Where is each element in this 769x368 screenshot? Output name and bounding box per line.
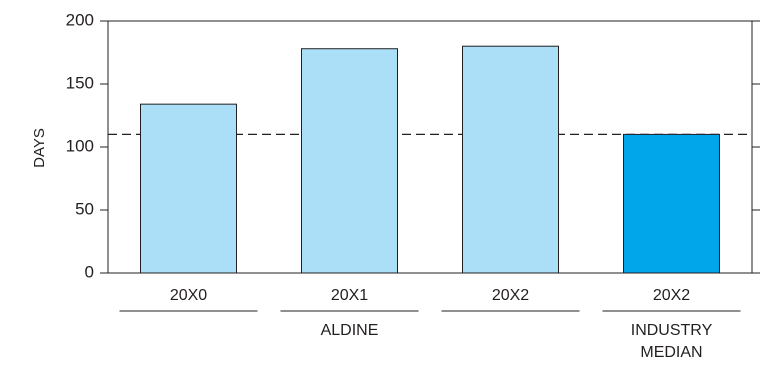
bar-3: [624, 134, 720, 273]
category-labels: 20X0 20X1 20X2 20X2: [120, 287, 741, 311]
y-axis-label: DAYS: [31, 128, 48, 168]
y-tick-label-0: 0: [85, 262, 94, 281]
category-label-0: 20X0: [170, 287, 207, 304]
category-label-3: 20X2: [653, 287, 690, 304]
bar-0: [141, 104, 237, 273]
y-tick-label-150: 150: [66, 73, 94, 92]
group-label-1-0: INDUSTRY: [631, 322, 713, 339]
category-label-2: 20X2: [492, 287, 529, 304]
group-label-1-1: MEDIAN: [640, 344, 702, 361]
category-label-1: 20X1: [331, 287, 368, 304]
y-tick-label-50: 50: [75, 199, 94, 218]
group-labels: ALDINE INDUSTRY MEDIAN: [321, 322, 713, 361]
group-label-0-0: ALDINE: [321, 322, 379, 339]
bars: [141, 46, 720, 273]
bar-1: [302, 49, 398, 273]
y-tick-label-200: 200: [66, 10, 94, 29]
y-tick-label-100: 100: [66, 136, 94, 155]
bar-2: [463, 46, 559, 273]
